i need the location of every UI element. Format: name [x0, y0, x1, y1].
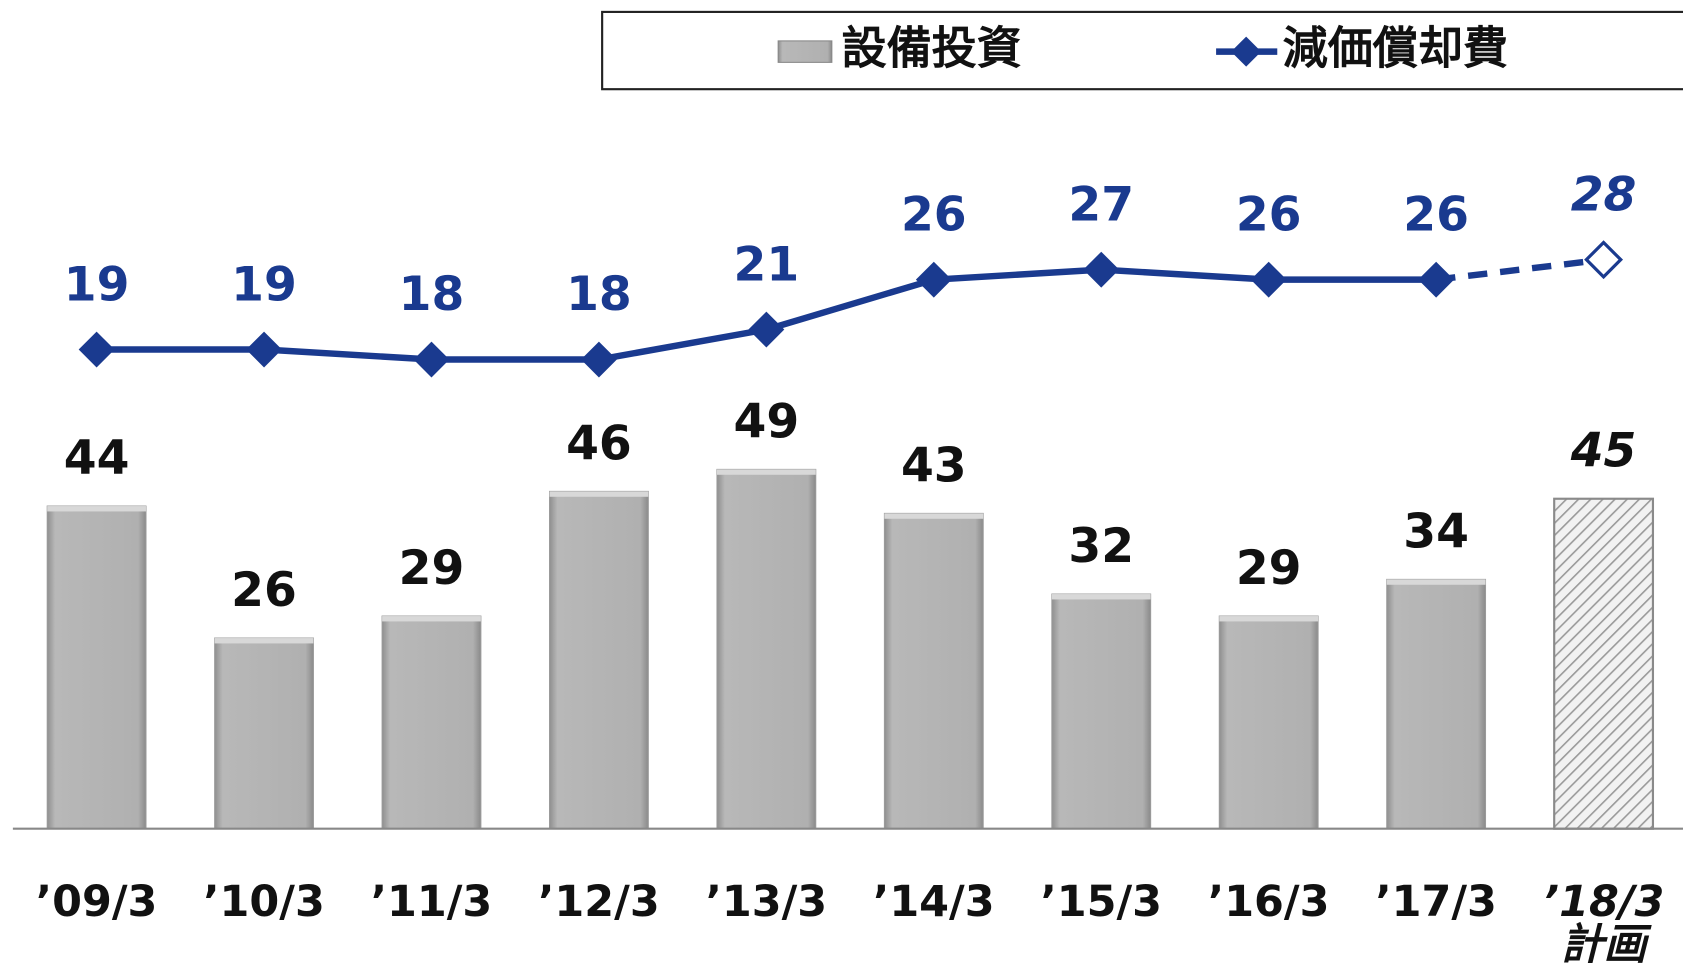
line-marker	[1083, 251, 1120, 288]
line-value-label: 19	[231, 257, 297, 312]
line-forecast	[1435, 256, 1604, 283]
line-marker	[78, 331, 115, 368]
bar-value-label: 29	[1236, 541, 1302, 596]
bar-value-label: 44	[64, 431, 130, 486]
bar-value-label: 46	[566, 416, 632, 471]
bar	[549, 490, 649, 830]
x-tick-label: ’17/3	[1375, 876, 1497, 926]
bar-bevel	[382, 616, 481, 622]
bar-bevel	[884, 513, 984, 519]
bar-value-label: 29	[399, 541, 465, 596]
line-marker	[580, 341, 617, 378]
line-value-label: 26	[1236, 187, 1302, 242]
x-tick-label: ’14/3	[873, 876, 995, 926]
bar	[1051, 593, 1152, 830]
x-tick-label: ’15/3	[1040, 876, 1162, 926]
line-marker	[1418, 261, 1455, 298]
bar-bevel	[716, 469, 816, 475]
legend-swatch	[777, 40, 833, 63]
bar	[883, 512, 984, 830]
legend-label: 設備投資	[842, 22, 1022, 75]
x-tick-label: ’10/3	[203, 876, 325, 926]
bar-value-label: 26	[231, 563, 297, 618]
line-marker	[748, 311, 785, 348]
line-value-label: 26	[901, 187, 967, 242]
line-value-label: 28	[1571, 167, 1637, 222]
x-tick-label: ’16/3	[1208, 876, 1330, 926]
bar	[214, 637, 314, 830]
legend-marker	[1231, 36, 1262, 67]
line-value-label: 18	[399, 267, 465, 322]
x-tick-label: ’12/3	[538, 876, 660, 926]
bar-bevel	[214, 638, 314, 644]
x-tick-label: ’18/3 計画	[1543, 876, 1665, 963]
x-tick-label: ’11/3	[371, 876, 493, 926]
bar-value-label: 43	[901, 438, 967, 493]
line-value-label: 19	[64, 257, 130, 312]
bar	[1386, 578, 1487, 830]
bar-value-label: 34	[1403, 504, 1469, 559]
x-tick-label: ’09/3	[36, 876, 158, 926]
legend-label: 減価償却費	[1283, 22, 1508, 75]
bar-value-label: 45	[1570, 424, 1637, 479]
line-marker	[413, 341, 450, 378]
line-value-label: 26	[1403, 187, 1469, 242]
bar-bevel	[1386, 579, 1486, 585]
line-value-label: 21	[734, 237, 800, 292]
bar	[1553, 497, 1655, 830]
line-marker	[1250, 261, 1287, 298]
line-marker	[246, 331, 282, 368]
bar	[46, 505, 147, 830]
line-value-label: 27	[1068, 177, 1134, 232]
bar	[1218, 615, 1319, 830]
bar-bevel	[47, 506, 146, 512]
x-tick-label: ’13/3	[706, 876, 828, 926]
legend-box	[601, 10, 1683, 91]
bar-value-label: 32	[1068, 519, 1134, 574]
line-value-label: 18	[566, 267, 632, 322]
bar	[381, 615, 482, 830]
bar-bevel	[549, 491, 649, 497]
bar-bevel	[1219, 616, 1319, 622]
bar	[716, 468, 817, 830]
bar-value-label: 49	[734, 394, 800, 449]
bar-bevel	[1051, 594, 1151, 600]
line-marker	[1584, 240, 1624, 280]
line-marker	[915, 261, 952, 298]
